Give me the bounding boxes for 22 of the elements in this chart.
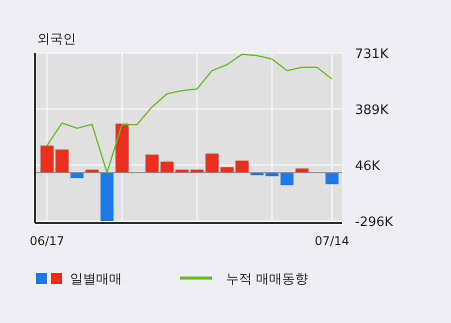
bar (70, 172, 84, 178)
bar (220, 167, 234, 173)
x-tick-label: 06/17 (30, 234, 64, 248)
y-tick-label: -296K (355, 215, 394, 230)
legend-label: 일별매매 (70, 272, 122, 287)
bar (160, 162, 174, 173)
bar (56, 150, 68, 173)
line-series (46, 54, 333, 174)
chart-title: 외국인 (37, 32, 76, 47)
bar (100, 172, 114, 221)
bar (280, 172, 294, 186)
legend-label: 누적 매매동향 (226, 272, 308, 287)
bar (206, 154, 218, 173)
y-tick-label: 46K (355, 159, 381, 174)
bar (40, 146, 54, 173)
y-tick-label: 389K (355, 102, 389, 118)
bar (326, 172, 338, 184)
y-tick-label: 731K (355, 47, 389, 62)
bar (116, 124, 128, 173)
bar (236, 160, 248, 173)
bar (146, 154, 158, 173)
x-tick-label: 07/14 (314, 234, 350, 248)
